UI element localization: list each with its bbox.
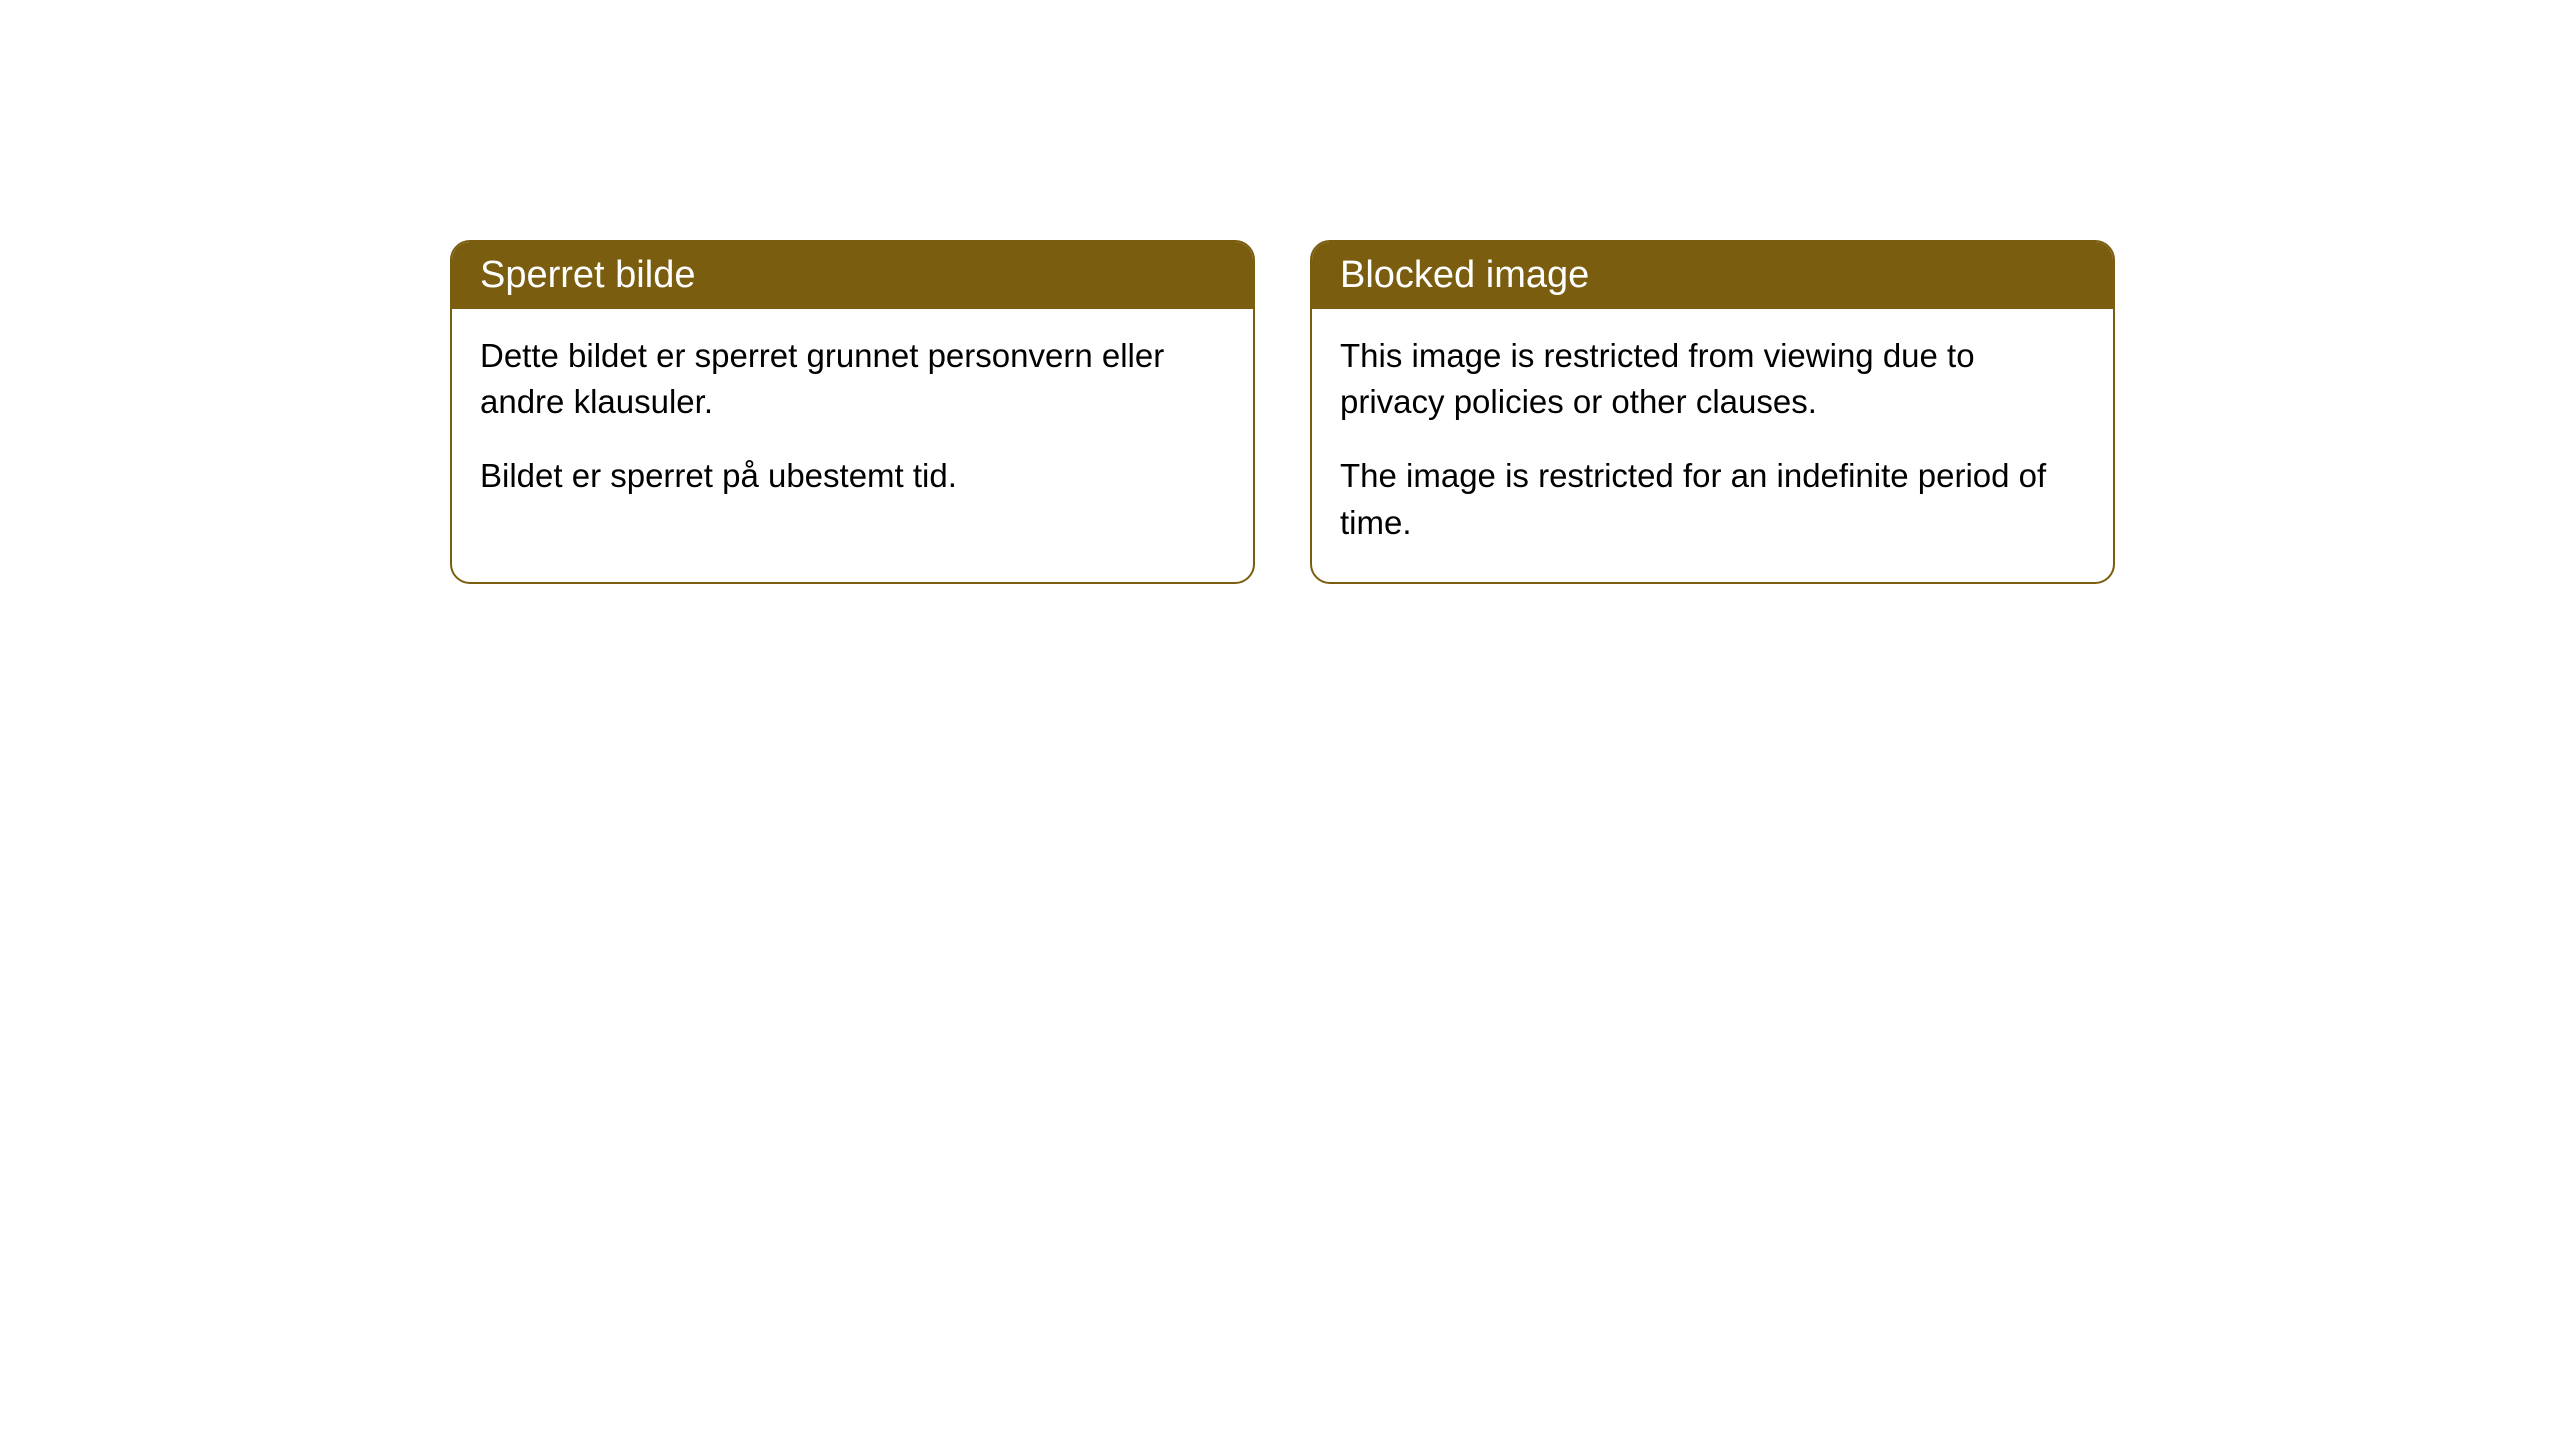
- notice-paragraph: Bildet er sperret på ubestemt tid.: [480, 453, 1225, 499]
- notice-card-norwegian: Sperret bilde Dette bildet er sperret gr…: [450, 240, 1255, 584]
- notice-paragraph: This image is restricted from viewing du…: [1340, 333, 2085, 425]
- card-body: Dette bildet er sperret grunnet personve…: [452, 309, 1253, 536]
- card-header: Sperret bilde: [452, 242, 1253, 309]
- notice-card-english: Blocked image This image is restricted f…: [1310, 240, 2115, 584]
- notice-container: Sperret bilde Dette bildet er sperret gr…: [0, 0, 2560, 584]
- notice-paragraph: Dette bildet er sperret grunnet personve…: [480, 333, 1225, 425]
- notice-paragraph: The image is restricted for an indefinit…: [1340, 453, 2085, 545]
- card-header: Blocked image: [1312, 242, 2113, 309]
- card-body: This image is restricted from viewing du…: [1312, 309, 2113, 582]
